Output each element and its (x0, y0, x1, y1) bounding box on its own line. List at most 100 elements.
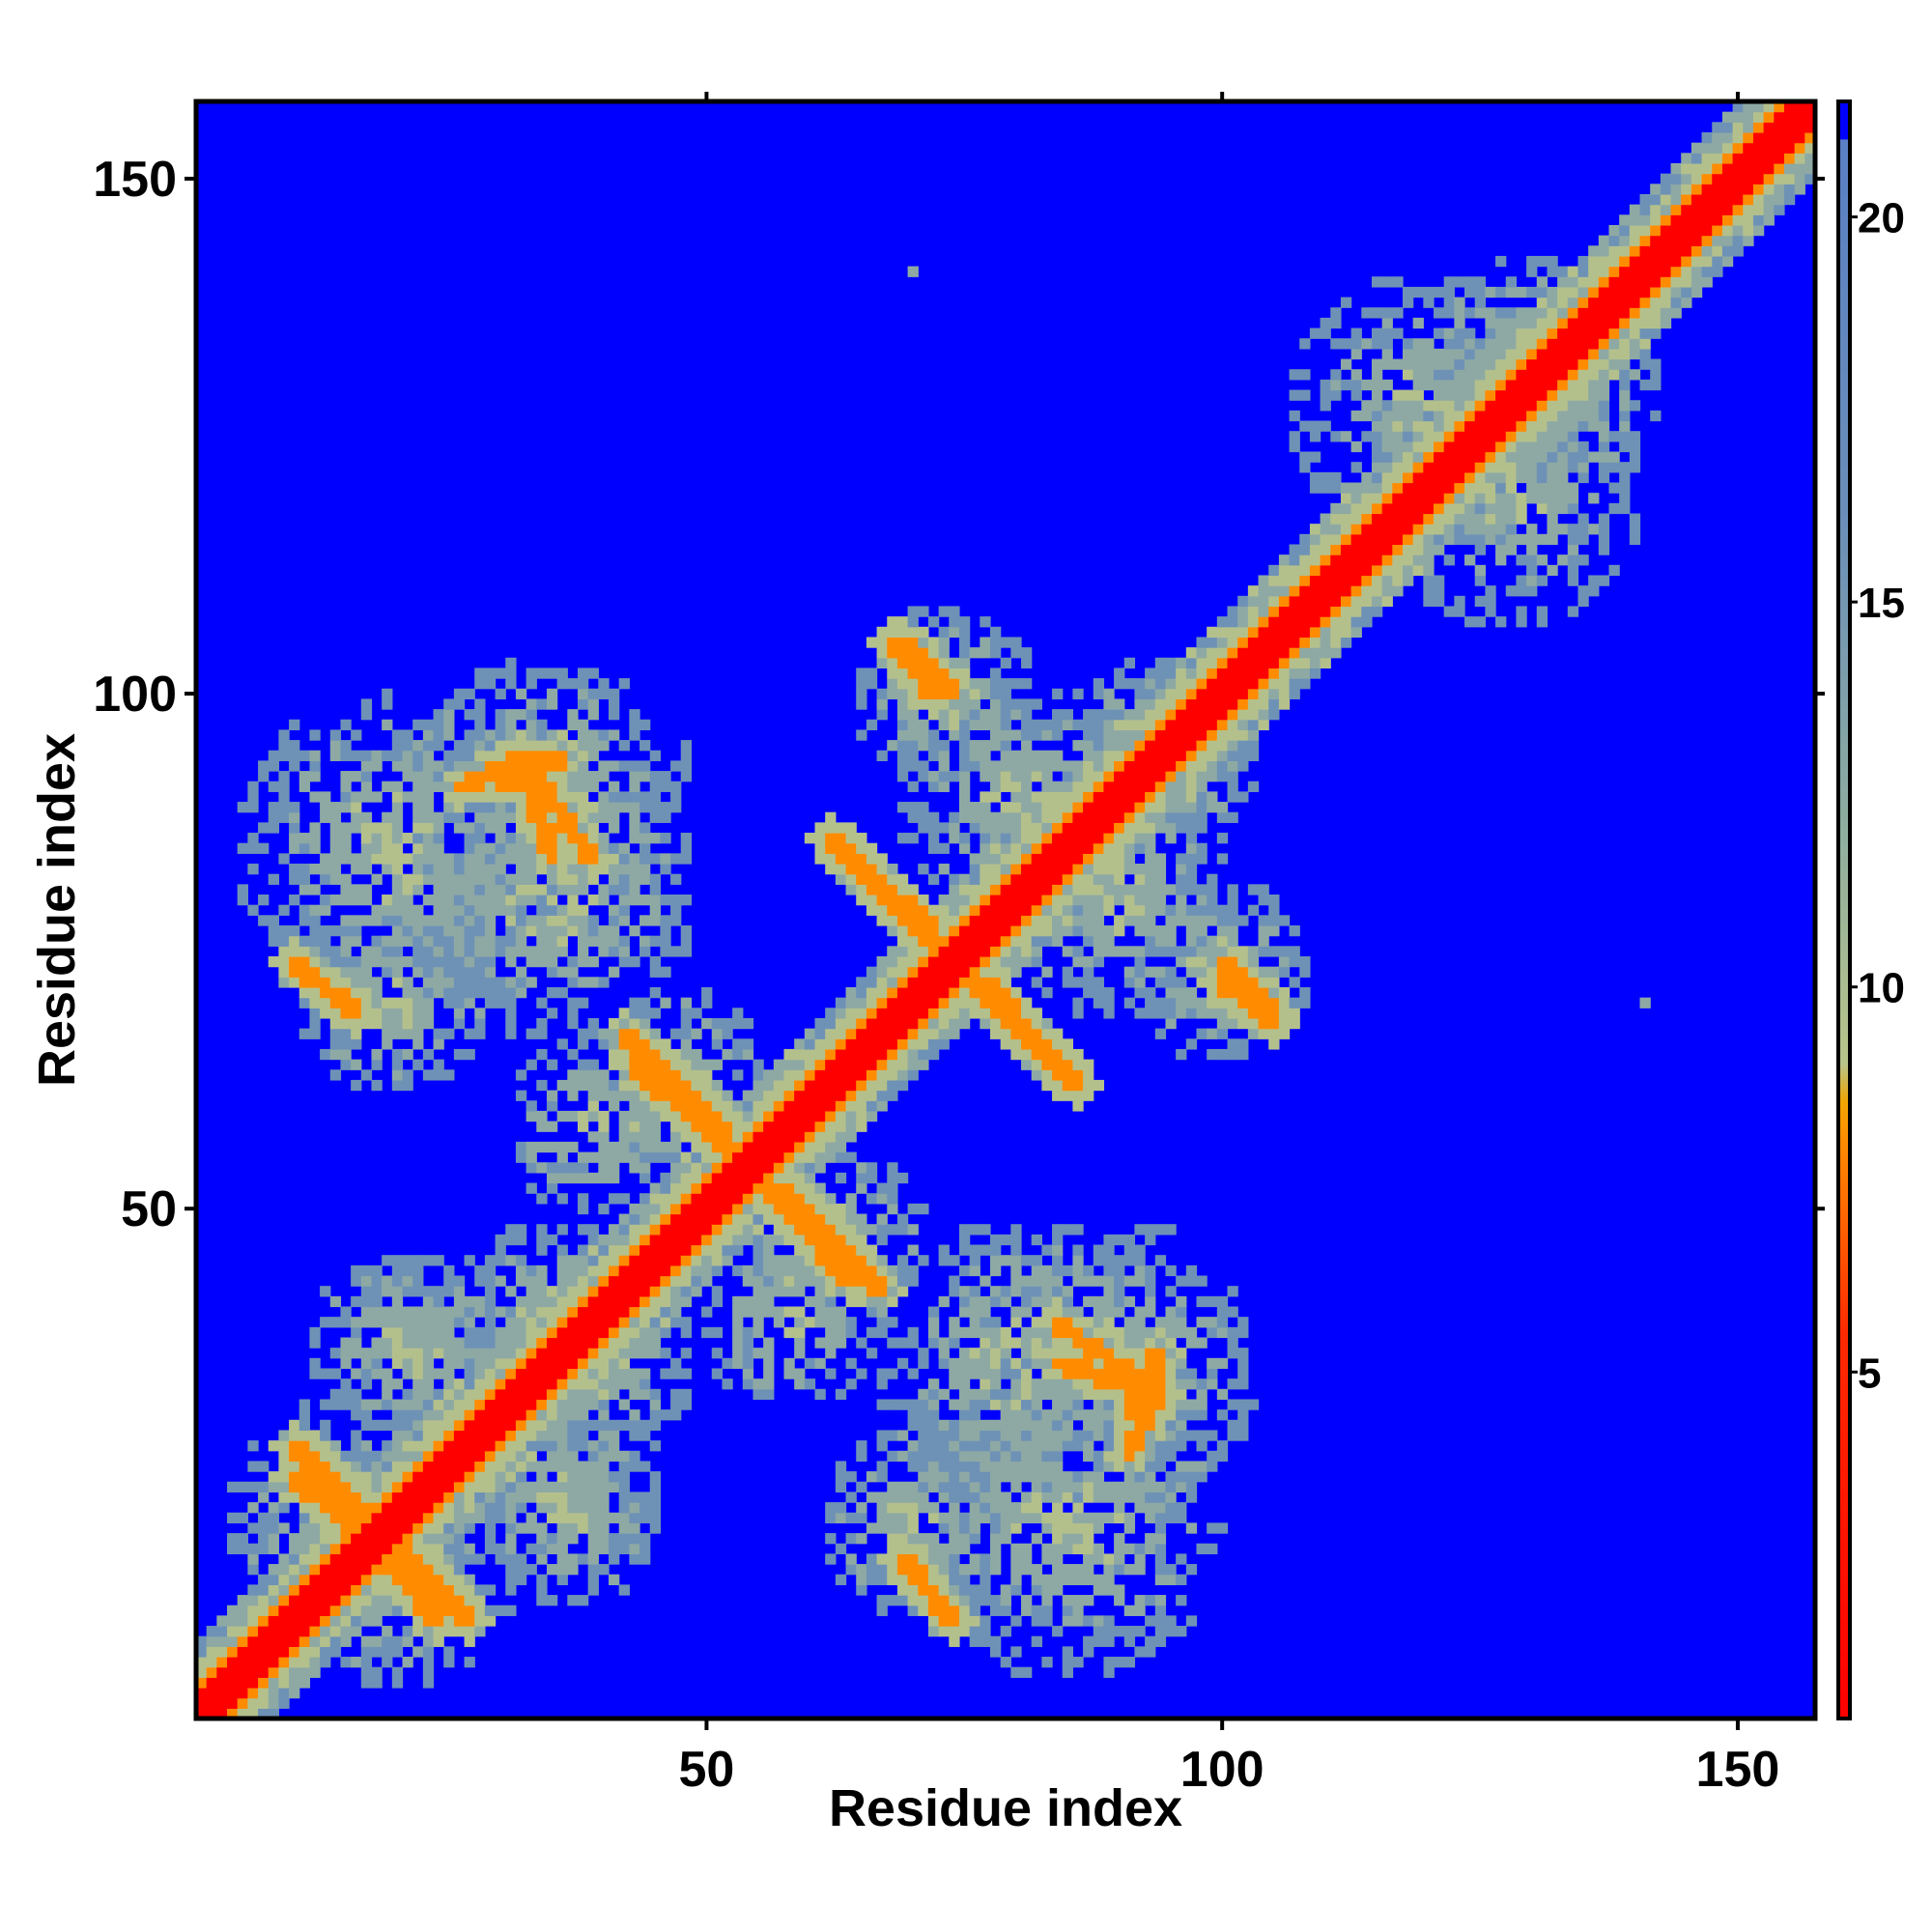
heatmap-cell (402, 1317, 413, 1328)
heatmap-cell (453, 946, 466, 957)
heatmap-cell (382, 1605, 393, 1616)
heatmap-cell (753, 1172, 764, 1184)
heatmap-cell (505, 1543, 517, 1554)
heatmap-cell (1185, 1471, 1198, 1483)
heatmap-cell (422, 873, 435, 885)
heatmap-cell (495, 822, 506, 834)
heatmap-cell (526, 1306, 537, 1318)
heatmap-cell (1103, 1574, 1115, 1585)
heatmap-cell (927, 1017, 940, 1030)
heatmap-cell (980, 1378, 991, 1390)
heatmap-cell (722, 1213, 733, 1225)
heatmap-cell (876, 1017, 888, 1030)
heatmap-cell (1000, 1388, 1011, 1401)
heatmap-cell (670, 791, 682, 803)
heatmap-cell (360, 955, 373, 968)
heatmap-cell (268, 935, 280, 947)
heatmap-cell (639, 1492, 651, 1503)
heatmap-cell (1165, 1419, 1177, 1432)
heatmap-cell (587, 1512, 599, 1524)
heatmap-cell (938, 1461, 950, 1472)
heatmap-cell (804, 1131, 816, 1143)
heatmap-cell (443, 771, 455, 782)
heatmap-cell (1123, 811, 1136, 823)
heatmap-cell (814, 1295, 826, 1308)
heatmap-cell (814, 1100, 826, 1112)
heatmap-cell (742, 1193, 754, 1205)
heatmap-cell (526, 1028, 537, 1039)
heatmap-cell (958, 688, 971, 700)
heatmap-cell (587, 811, 599, 823)
heatmap-cell (1123, 657, 1136, 669)
heatmap-cell (670, 1182, 682, 1194)
heatmap-cell (732, 1264, 744, 1277)
heatmap-cell (856, 895, 867, 906)
heatmap-cell (1083, 771, 1094, 782)
heatmap-cell (1052, 750, 1064, 761)
heatmap-cell (732, 1306, 744, 1318)
heatmap-cell (495, 1543, 506, 1554)
heatmap-cell (433, 1317, 444, 1328)
heatmap-cell (320, 1574, 331, 1585)
heatmap-cell (649, 935, 661, 947)
heatmap-cell (773, 1193, 785, 1205)
heatmap-cell (980, 1502, 991, 1514)
heatmap-cell (969, 1224, 980, 1236)
heatmap-cell (1031, 750, 1042, 761)
heatmap-cell (484, 678, 497, 690)
heatmap-cell (309, 1635, 321, 1647)
heatmap-cell (649, 1079, 661, 1092)
heatmap-cell (1176, 904, 1187, 916)
heatmap-cell (526, 924, 537, 937)
heatmap-cell (351, 1399, 362, 1410)
heatmap-cell (371, 977, 383, 988)
heatmap-cell (546, 781, 558, 792)
heatmap-cell (1176, 873, 1187, 885)
heatmap-cell (391, 1017, 404, 1030)
heatmap-cell (1052, 1399, 1064, 1410)
heatmap-cell (1176, 719, 1187, 731)
heatmap-cell (412, 760, 424, 772)
heatmap-cell (453, 997, 466, 1009)
heatmap-cell (382, 1574, 393, 1585)
heatmap-cell (443, 1657, 455, 1668)
heatmap-cell (1041, 781, 1053, 792)
heatmap-cell (907, 1337, 919, 1349)
heatmap-cell (1134, 771, 1146, 782)
heatmap-cell (660, 1264, 671, 1277)
heatmap-cell (556, 1172, 568, 1184)
heatmap-cell (484, 1409, 497, 1421)
heatmap-cell (505, 842, 517, 854)
heatmap-cell (433, 1512, 444, 1524)
heatmap-cell (298, 1399, 311, 1410)
heatmap-cell (536, 935, 548, 947)
heatmap-cell (526, 1264, 537, 1277)
heatmap-cell (958, 1388, 971, 1401)
heatmap-cell (680, 1255, 693, 1266)
heatmap-cell (958, 668, 971, 679)
heatmap-cell (1072, 833, 1084, 844)
heatmap-cell (618, 1295, 630, 1308)
heatmap-cell (856, 1172, 867, 1184)
heatmap-cell (856, 1264, 867, 1277)
heatmap-cell (360, 760, 373, 772)
heatmap-cell (402, 1440, 413, 1452)
heatmap-cell (1052, 1337, 1064, 1349)
heatmap-cell (1103, 781, 1115, 792)
heatmap-cell (587, 1481, 599, 1493)
heatmap-cell (1176, 1409, 1187, 1421)
heatmap-cell (1123, 1492, 1136, 1503)
heatmap-cell (918, 1553, 929, 1565)
heatmap-cell (649, 1440, 661, 1452)
heatmap-cell (484, 1615, 497, 1627)
heatmap-cell (722, 1378, 733, 1390)
heatmap-cell (856, 729, 867, 741)
heatmap-cell (515, 811, 527, 823)
heatmap-cell (340, 1502, 352, 1514)
heatmap-cell (391, 884, 404, 895)
heatmap-cell (927, 1533, 940, 1545)
heatmap-cell (609, 1481, 620, 1493)
heatmap-cell (804, 1090, 816, 1101)
heatmap-cell (402, 1264, 413, 1277)
heatmap-cell (1000, 740, 1011, 752)
